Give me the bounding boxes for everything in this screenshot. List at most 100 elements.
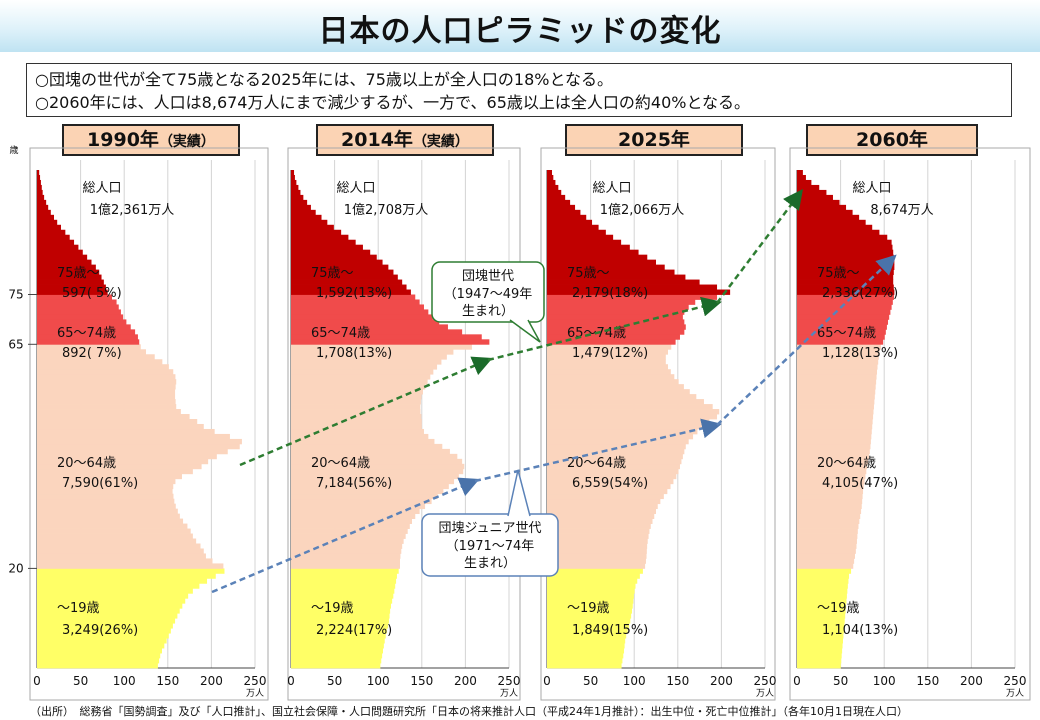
pyramid-bar: [291, 359, 442, 365]
pyramid-bar: [797, 234, 888, 241]
pyramid-bar: [291, 289, 411, 295]
pyramid-bar: [547, 513, 655, 519]
pyramid-bar: [797, 578, 849, 584]
pyramid-bar: [291, 528, 408, 534]
x-tick-label: 150: [916, 674, 939, 688]
pyramid-bar: [547, 344, 672, 350]
pyramid-bar: [547, 284, 718, 290]
pyramid-bar: [797, 359, 879, 365]
pyramid-bar: [291, 593, 394, 599]
pyramid-bar: [37, 234, 70, 241]
segment-label: 20～64歳: [817, 456, 876, 471]
pyramid-bar: [547, 618, 631, 624]
pyramid-bar: [797, 339, 884, 345]
pyramid-bar: [547, 488, 668, 495]
x-tick-label: 50: [583, 674, 598, 688]
panel-frame: [789, 147, 1031, 701]
pyramid-bar: [37, 523, 188, 529]
pyramid-bar: [797, 249, 894, 256]
pyramid-bar: [797, 189, 827, 196]
pyramid-bar: [547, 234, 614, 241]
pyramid-bar: [797, 214, 860, 221]
pyramid-bar: [37, 623, 173, 629]
pyramid-bar: [291, 299, 420, 305]
x-tick-label: 50: [73, 674, 88, 688]
year-header-1990: 1990年（実績）: [62, 124, 240, 156]
pyramid-bar: [547, 598, 634, 604]
year-header-2025: 2025年: [565, 124, 743, 156]
total-population-label: 総人口: [336, 181, 375, 196]
pyramid-bar: [797, 179, 812, 186]
pyramid-bar: [291, 638, 385, 644]
pyramid-bar: [291, 389, 423, 395]
callout-title: 団塊世代: [462, 268, 514, 284]
segment-label: 20～64歳: [567, 456, 626, 471]
pyramid-bar: [37, 199, 47, 206]
pyramid-bar: [291, 608, 391, 614]
pyramid-bar: [291, 269, 394, 275]
pyramid-bar: [37, 379, 177, 385]
pyramid-bar: [37, 419, 198, 425]
pyramid-bar: [291, 428, 424, 435]
pyramid-bar: [797, 493, 863, 500]
pyramid-bar: [37, 533, 193, 539]
pyramid-bar: [291, 443, 443, 450]
year-header-label: 2060年: [856, 129, 928, 151]
pyramid-bar: [797, 648, 843, 654]
pyramid-bar: [797, 468, 867, 475]
pyramid-bar: [291, 314, 433, 320]
pyramid-bar: [547, 189, 562, 196]
pyramid-bar: [547, 384, 684, 390]
pyramid-bar: [797, 259, 895, 266]
total-population-value: 1億2,708万人: [344, 202, 429, 218]
pyramid-bar: [797, 344, 881, 350]
pyramid-bar: [291, 488, 444, 495]
y-unit-label: 歳: [9, 144, 18, 156]
x-tick-label: 200: [200, 674, 223, 688]
year-header-label: 2025年: [618, 129, 690, 151]
pyramid-bar: [547, 419, 710, 425]
pyramid-bar: [37, 563, 224, 569]
panel-frame: [287, 147, 521, 701]
pyramid-bar: [547, 643, 625, 649]
segment-value: 4,105(47%): [822, 476, 898, 491]
pyramid-bar: [37, 433, 230, 440]
pyramid-bar: [37, 224, 61, 231]
pyramid-bar: [291, 309, 429, 315]
total-population-value: 8,674万人: [870, 203, 933, 218]
pyramid-bar: [547, 428, 698, 435]
pyramid-bar: [547, 204, 576, 211]
pyramid-bar: [797, 314, 890, 320]
pyramid-bar: [797, 354, 879, 360]
pyramid-bar: [797, 269, 894, 275]
callout-box: [431, 261, 545, 323]
pyramid-bar: [37, 214, 55, 221]
x-tick-label: 0: [543, 674, 551, 688]
segment-value: 1,104(13%): [822, 623, 898, 638]
pyramid-bar: [291, 244, 363, 251]
page-title: 日本の人口ピラミッドの変化: [318, 14, 722, 49]
segment-label: 20～64歳: [311, 456, 370, 471]
x-tick-label: 150: [156, 674, 179, 688]
pyramid-bar: [547, 498, 661, 505]
pyramid-bar: [797, 453, 869, 460]
pyramid-bar: [291, 598, 393, 604]
pyramid-bar: [797, 568, 852, 574]
pyramid-bar: [291, 643, 384, 649]
pyramid-bar: [797, 533, 858, 539]
pyramid-bar: [547, 289, 731, 295]
pyramid-bar: [547, 503, 658, 510]
pyramid-bar: [547, 389, 690, 395]
pyramid-bar: [37, 448, 228, 455]
callout-detail: （1971～74年: [446, 539, 535, 554]
pyramid-bar: [547, 414, 718, 420]
source-note: （出所） 総務省「国勢調査」及び「人口推計」、国立社会保障・人口問題研究所「日本…: [30, 705, 908, 718]
callout-tail: [509, 319, 541, 343]
x-tick-label: 0: [33, 674, 41, 688]
pyramid-bar: [291, 533, 406, 539]
pyramid-bar: [797, 284, 894, 290]
pyramid-bar: [797, 518, 860, 524]
pyramid-bar: [547, 409, 720, 415]
pyramid-bar: [37, 309, 121, 315]
